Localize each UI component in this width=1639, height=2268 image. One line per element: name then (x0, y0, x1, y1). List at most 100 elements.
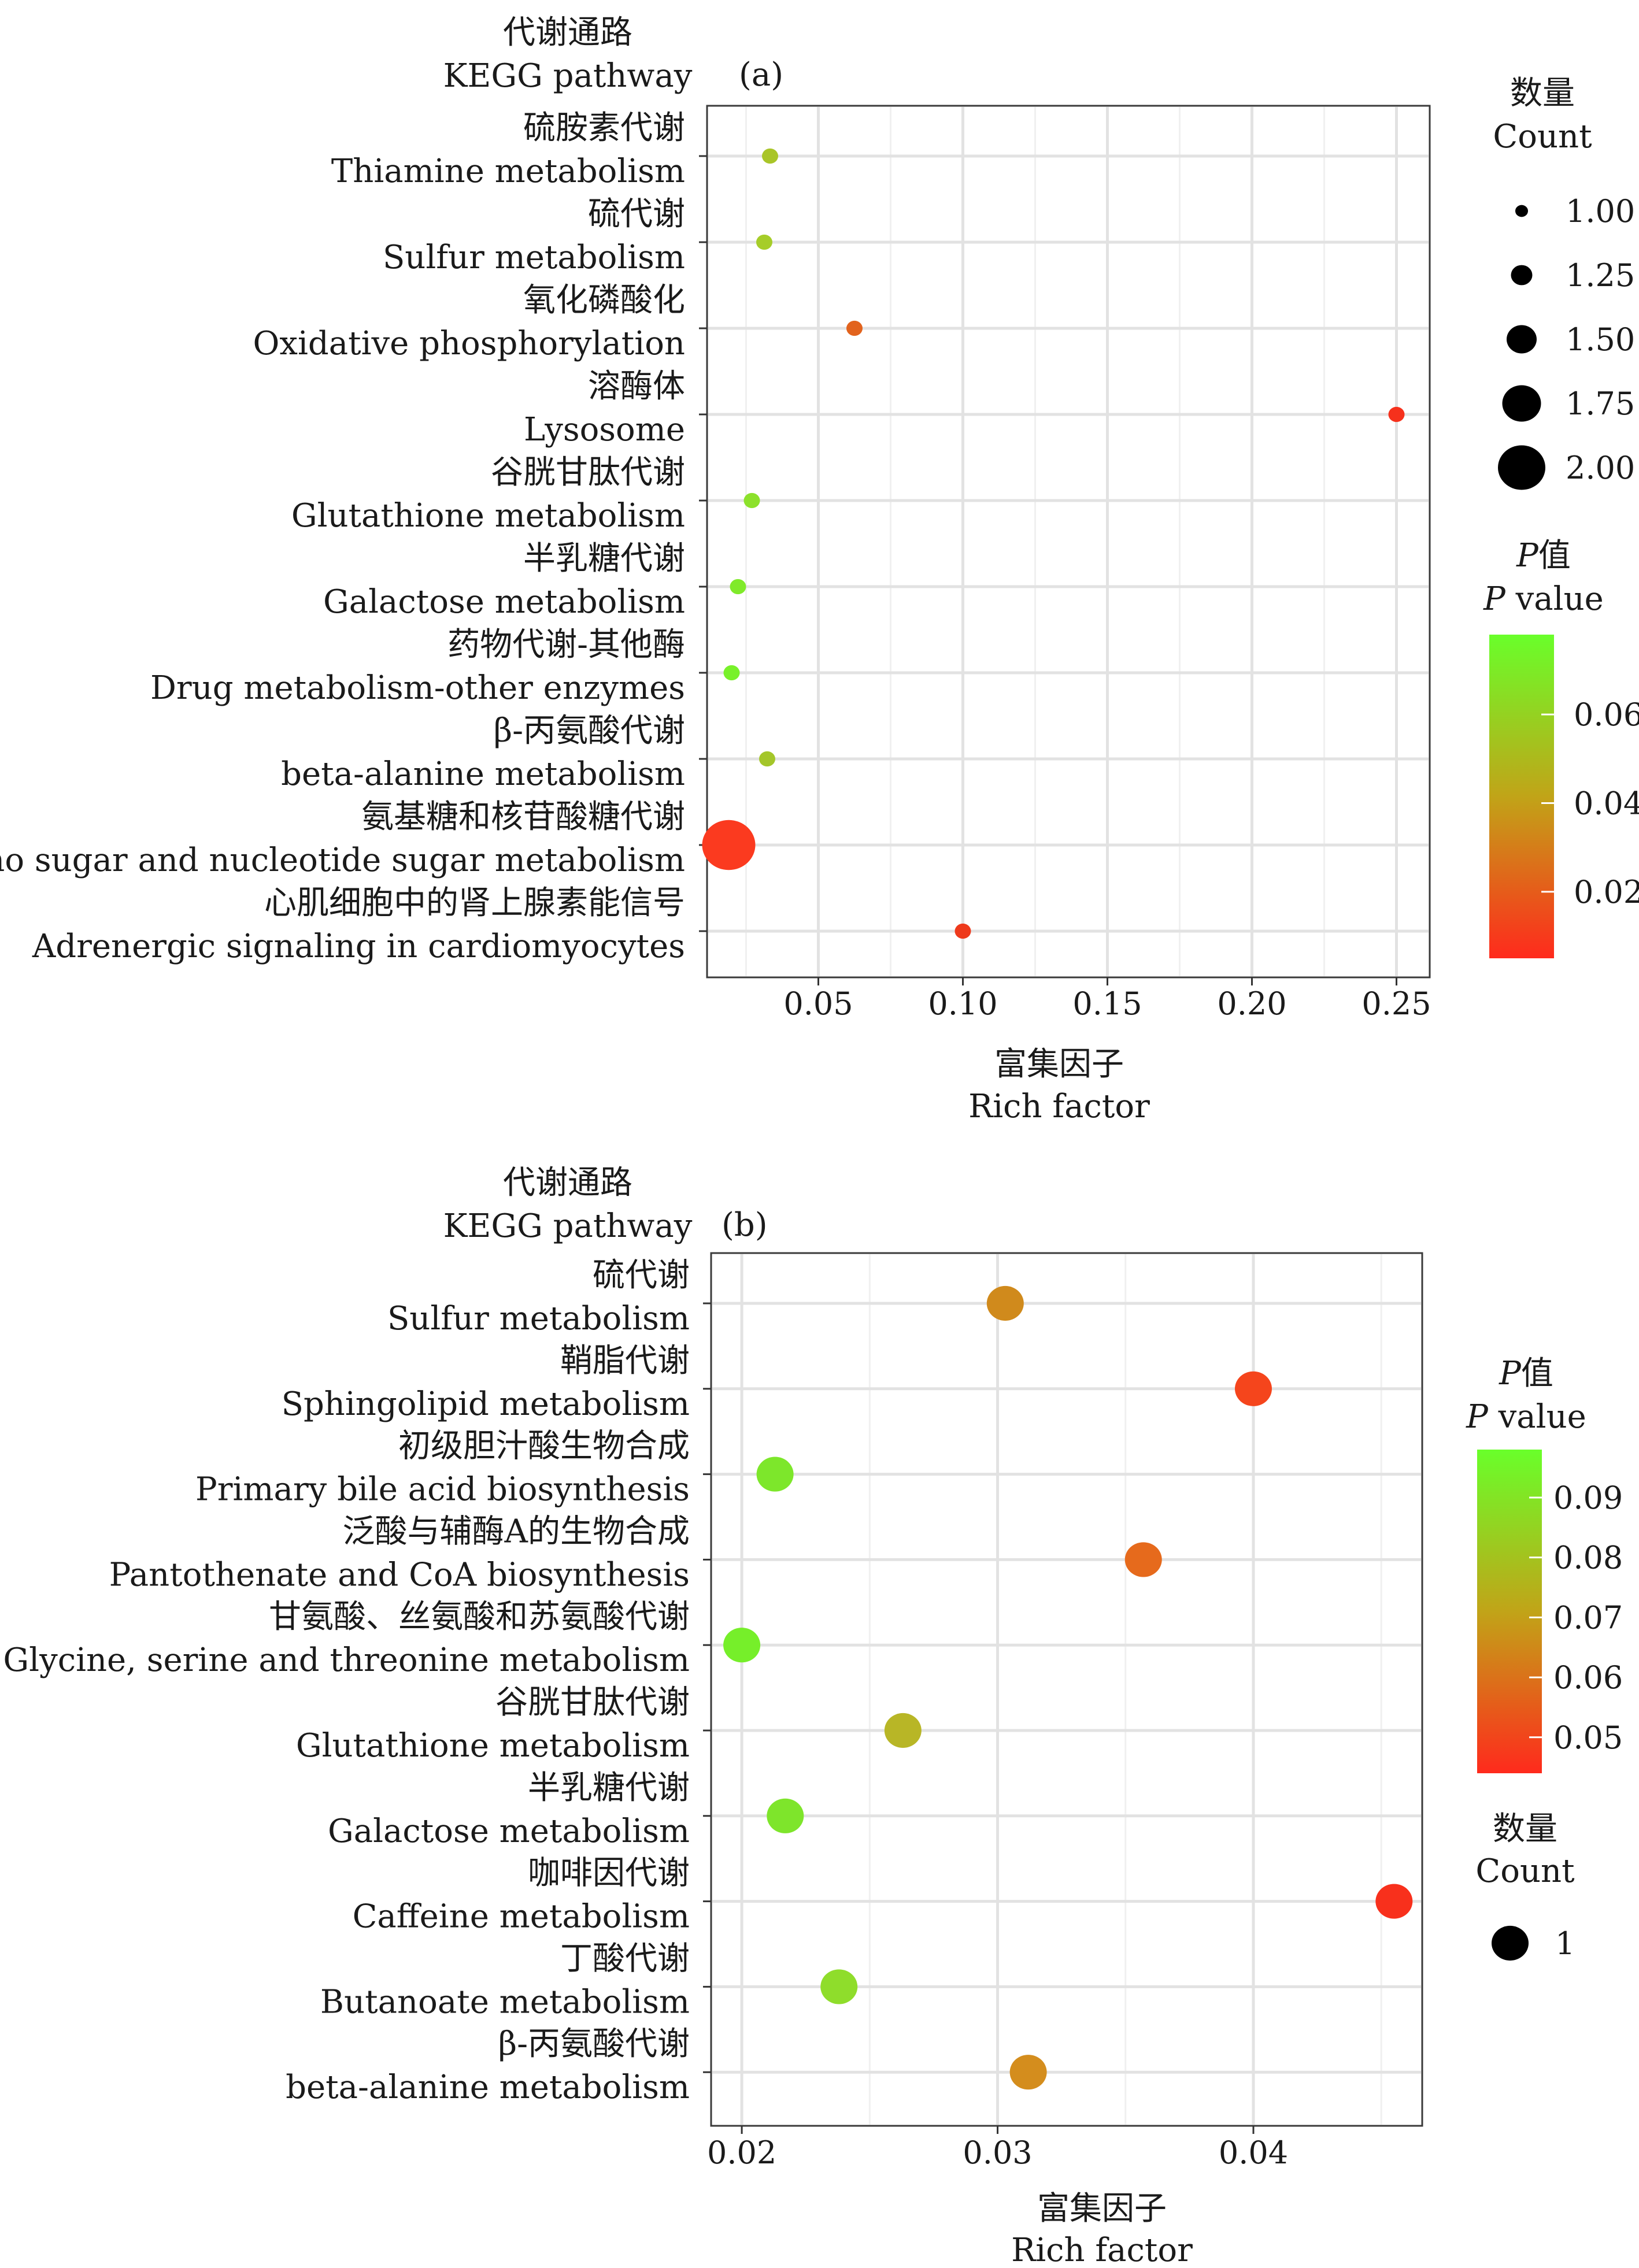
panel-b-x-title-en: Rich factor (1011, 2232, 1193, 2268)
panel-a-color-legend-en-suffix: value (1505, 580, 1604, 618)
data-point (954, 923, 971, 939)
pathway-label-en: Oxidative phosphorylation (253, 325, 685, 362)
pathway-label-en: Galactose metabolism (328, 1813, 690, 1850)
panel-a: 代谢通路 KEGG pathway (a) 硫胺素代谢 Thiamine meta… (0, 14, 1639, 1125)
data-point (759, 751, 775, 767)
pathway-label-en: Sulfur metabolism (383, 239, 685, 276)
pathway-label-en: beta-alanine metabolism (286, 2069, 690, 2106)
pathway-label-cn: 药物代谢-其他酶 (447, 626, 685, 664)
data-point (1388, 406, 1405, 423)
panel-a-label: (a) (739, 56, 783, 94)
panel-b-y-title-cn: 代谢通路 (503, 1164, 632, 1202)
pathway-label-cn: 氧化磷酸化 (523, 281, 685, 319)
size-legend-label: 1.25 (1566, 257, 1635, 294)
panel-a-x-title-en: Rich factor (968, 1088, 1150, 1125)
panel-b-color-legend-cn-suffix: 值 (1521, 1355, 1553, 1392)
panel-a-y-title-en: KEGG pathway (443, 57, 693, 95)
pathway-label-cn: 谷胱甘肽代谢 (491, 454, 685, 491)
panel-a-color-legend-title-en: P value (1483, 580, 1604, 618)
size-legend-label: 1 (1555, 1925, 1575, 1962)
x-tick-label: 0.15 (1072, 985, 1142, 1022)
pathway-label-en: Galactose metabolism (323, 583, 685, 621)
panel-b-colorbar (1477, 1450, 1542, 1773)
pathway-label-cn: 心肌细胞中的肾上腺素能信号 (264, 884, 685, 922)
pathway-label-cn: 硫代谢 (593, 1257, 690, 1294)
size-legend-dot (1511, 265, 1533, 286)
data-point (820, 1969, 858, 2004)
pathway-label-en: Lysosome (524, 411, 685, 449)
panel-a-plot-area (706, 105, 1431, 979)
size-legend-label: 1.50 (1566, 321, 1635, 358)
data-point (767, 1798, 804, 1833)
pathway-label-cn: 硫代谢 (588, 195, 685, 233)
pathway-label-en: beta-alanine metabolism (281, 755, 685, 793)
x-tick-label: 0.20 (1217, 985, 1286, 1022)
data-point (986, 1285, 1024, 1321)
panel-a-points (702, 148, 1405, 939)
panel-a-y-title-cn: 代谢通路 (503, 14, 632, 51)
pathway-label-en: Sulfur metabolism (387, 1300, 690, 1337)
pathway-label-en: Adrenergic signaling in cardiomyocytes (32, 928, 685, 965)
panel-a-color-legend-p-en: P (1483, 580, 1506, 618)
pathway-label-en: Glutathione metabolism (291, 497, 685, 535)
panel-b-color-legend-en-suffix: value (1488, 1398, 1586, 1436)
panel-b-size-legend-title-en: Count (1475, 1852, 1575, 1890)
x-tick-label: 0.10 (928, 985, 997, 1022)
data-point (884, 1713, 922, 1748)
panel-b-x-title-cn: 富集因子 (1037, 2190, 1167, 2228)
panel-b-color-legend-title-cn: P值 (1499, 1355, 1553, 1392)
pathway-label-cn: 甘氨酸、丝氨酸和苏氨酸代谢 (269, 1598, 690, 1636)
pathway-label-cn: 半乳糖代谢 (523, 540, 685, 577)
pathway-label-cn: 咖啡因代谢 (528, 1855, 690, 1892)
data-point (702, 820, 756, 870)
panel-b-y-title-en: KEGG pathway (443, 1207, 693, 1245)
x-tick-label: 0.04 (1219, 2134, 1288, 2171)
panel-a-x-ticks: 0.05 0.10 0.15 0.20 0.25 (783, 977, 1431, 1022)
pathway-label-cn: 溶酶体 (588, 368, 685, 405)
data-point (762, 148, 778, 164)
colorbar-tick-label: 0.08 (1553, 1540, 1623, 1576)
x-tick-label: 0.25 (1361, 985, 1431, 1022)
panel-b-size-legend: 1 (1492, 1925, 1575, 1962)
data-point (756, 1457, 794, 1492)
data-point (723, 665, 740, 681)
panel-a-color-legend-p: P (1516, 537, 1539, 575)
panel-b-color-legend-title-en: P value (1466, 1398, 1586, 1436)
colorbar-tick-label: 0.09 (1553, 1480, 1623, 1516)
panel-a-grid (708, 107, 1429, 976)
pathway-label-en: Sphingolipid metabolism (282, 1385, 690, 1423)
panel-b-x-ticks: 0.02 0.03 0.04 (707, 2126, 1288, 2171)
panel-a-x-title-cn: 富集因子 (994, 1046, 1124, 1083)
panel-a-colorbar (1489, 635, 1554, 958)
x-tick-label: 0.02 (707, 2134, 776, 2171)
pathway-label-en: Amino sugar and nucleotide sugar metabol… (0, 842, 685, 879)
data-point (756, 234, 772, 250)
panel-b-y-labels: 硫代谢 Sulfur metabolism 鞘脂代谢 Sphingolipid met… (3, 1257, 711, 2106)
panel-a-size-legend: 1.00 1.25 1.50 1.75 2.00 (1498, 193, 1635, 490)
panel-a-color-legend-title-cn: P值 (1516, 537, 1571, 575)
pathway-label-cn: 初级胆汁酸生物合成 (398, 1428, 690, 1465)
pathway-label-en: Glutathione metabolism (296, 1727, 690, 1765)
data-point (730, 579, 746, 595)
pathway-label-cn: 氨基糖和核苷酸糖代谢 (361, 798, 685, 836)
size-legend-label: 1.75 (1566, 386, 1635, 422)
pathway-label-cn: 半乳糖代谢 (528, 1769, 690, 1807)
pathway-label-en: Primary bile acid biosynthesis (195, 1471, 690, 1509)
panel-b: 代谢通路 KEGG pathway (b) 硫代谢 Sulfur metaboli… (3, 1164, 1623, 2268)
panel-b-color-legend-p: P (1499, 1355, 1522, 1392)
size-legend-label: 2.00 (1566, 450, 1635, 486)
size-legend-dot (1492, 1925, 1529, 1961)
data-point (1234, 1371, 1272, 1406)
colorbar-tick-label: 0.05 (1553, 1719, 1623, 1756)
colorbar-tick-label: 0.06 (1574, 696, 1639, 733)
pathway-label-cn: 丁酸代谢 (560, 1940, 690, 1977)
x-tick-label: 0.03 (963, 2134, 1032, 2171)
panel-b-size-legend-title-cn: 数量 (1493, 1810, 1557, 1848)
size-legend-dot (1507, 325, 1537, 354)
pathway-label-cn: 鞘脂代谢 (560, 1342, 690, 1380)
colorbar-tick-label: 0.06 (1553, 1659, 1623, 1696)
panel-a-size-legend-title-en: Count (1493, 118, 1592, 155)
pathway-label-cn: β-丙氨酸代谢 (494, 712, 685, 750)
colorbar-tick-label: 0.02 (1574, 874, 1639, 910)
